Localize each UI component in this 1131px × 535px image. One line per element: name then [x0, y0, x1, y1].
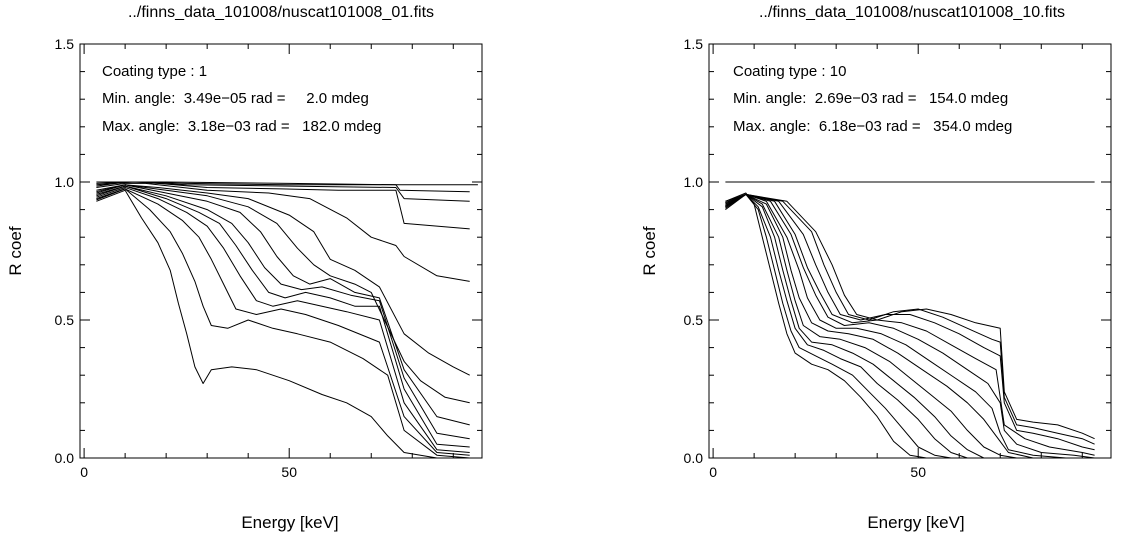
series-left — [96, 181, 478, 459]
annotation-max-angle-left: Max. angle: 3.18e−03 rad = 182.0 mdeg — [102, 118, 381, 135]
y-tick-label: 1.0 — [55, 174, 75, 190]
x-tick-label: 0 — [709, 464, 717, 480]
y-axis-label-left: R coef — [6, 226, 25, 275]
series-line-right-12 — [725, 193, 1095, 445]
series-line-right-5 — [725, 193, 1095, 459]
series-line-right-11 — [725, 193, 1095, 451]
series-line-right-4 — [725, 193, 1095, 459]
annotation-coating-right: Coating type : 10 — [733, 63, 846, 80]
y-tick-label: 0.5 — [684, 312, 704, 328]
series-line-left-12 — [96, 188, 470, 456]
ticks-left — [80, 43, 482, 459]
series-line-right-2 — [725, 192, 1095, 459]
x-axis-label-left: Energy [keV] — [241, 513, 338, 532]
y-tick-label: 1.5 — [684, 36, 704, 52]
chart-title-left: ../finns_data_101008/nuscat101008_01.fit… — [128, 4, 434, 21]
tick-labels-right: 0.0 0.5 1.0 1.5 0 50 — [684, 36, 927, 480]
series-line-left-13 — [96, 188, 470, 459]
series-right — [725, 181, 1095, 459]
chart-panel-left: ../finns_data_101008/nuscat101008_01.fit… — [6, 4, 483, 532]
y-tick-label: 0.0 — [55, 450, 75, 466]
series-line-right-13 — [725, 193, 1095, 440]
series-line-left-6 — [96, 184, 470, 376]
chart-panel-right: ../finns_data_101008/nuscat101008_10.fit… — [640, 4, 1112, 532]
series-line-left-8 — [96, 184, 470, 426]
x-axis-label-right: Energy [keV] — [867, 513, 964, 532]
x-tick-label: 50 — [910, 464, 926, 480]
series-line-right-3 — [725, 193, 1095, 459]
chart-title-right: ../finns_data_101008/nuscat101008_10.fit… — [759, 4, 1065, 21]
series-line-left-9 — [96, 185, 470, 440]
series-line-left-7 — [96, 184, 470, 404]
series-line-left-10 — [96, 185, 470, 448]
ticks-right — [709, 43, 1111, 459]
y-tick-label: 0.0 — [684, 450, 704, 466]
series-line-right-7 — [725, 193, 1095, 459]
annotation-coating-left: Coating type : 1 — [102, 63, 207, 80]
series-line-left-5 — [96, 182, 470, 282]
tick-labels-left: 0.0 0.5 1.0 1.5 0 50 — [55, 36, 298, 480]
series-line-left-11 — [96, 187, 470, 453]
x-tick-label: 0 — [80, 464, 88, 480]
y-axis-label-right: R coef — [640, 226, 659, 275]
series-line-right-8 — [725, 193, 1095, 459]
annotation-min-angle-right: Min. angle: 2.69e−03 rad = 154.0 mdeg — [733, 90, 1008, 107]
y-tick-label: 1.5 — [55, 36, 75, 52]
series-line-left-14 — [96, 189, 470, 459]
annotation-max-angle-right: Max. angle: 6.18e−03 rad = 354.0 mdeg — [733, 118, 1012, 135]
series-line-right-10 — [725, 193, 1095, 456]
y-tick-label: 1.0 — [684, 174, 704, 190]
series-line-right-9 — [725, 193, 1095, 459]
annotation-min-angle-left: Min. angle: 3.49e−05 rad = 2.0 mdeg — [102, 90, 369, 107]
series-line-left-4 — [96, 181, 470, 230]
plot-frame-left — [79, 43, 483, 459]
series-line-right-6 — [725, 193, 1095, 459]
x-tick-label: 50 — [281, 464, 297, 480]
y-tick-label: 0.5 — [55, 312, 75, 328]
plot-frame-right — [708, 43, 1112, 459]
